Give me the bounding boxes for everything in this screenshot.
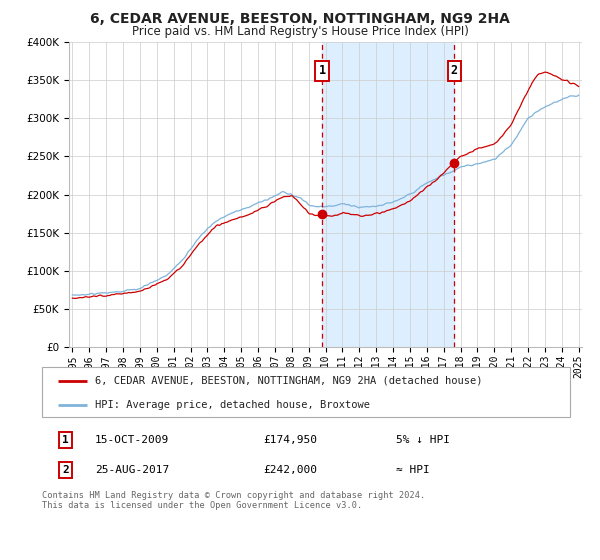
Text: 25-AUG-2017: 25-AUG-2017 [95,465,169,475]
Text: £174,950: £174,950 [264,435,318,445]
Text: Price paid vs. HM Land Registry's House Price Index (HPI): Price paid vs. HM Land Registry's House … [131,25,469,38]
Text: £242,000: £242,000 [264,465,318,475]
Text: 5% ↓ HPI: 5% ↓ HPI [396,435,450,445]
Text: 6, CEDAR AVENUE, BEESTON, NOTTINGHAM, NG9 2HA (detached house): 6, CEDAR AVENUE, BEESTON, NOTTINGHAM, NG… [95,376,482,386]
Text: 2: 2 [451,64,458,77]
Text: 1: 1 [319,64,326,77]
FancyBboxPatch shape [42,367,570,417]
Bar [322,42,454,347]
Text: 1: 1 [62,435,69,445]
Text: HPI: Average price, detached house, Broxtowe: HPI: Average price, detached house, Brox… [95,400,370,409]
Text: 15-OCT-2009: 15-OCT-2009 [95,435,169,445]
Text: 6, CEDAR AVENUE, BEESTON, NOTTINGHAM, NG9 2HA: 6, CEDAR AVENUE, BEESTON, NOTTINGHAM, NG… [90,12,510,26]
Text: ≈ HPI: ≈ HPI [396,465,430,475]
Text: Contains HM Land Registry data © Crown copyright and database right 2024.
This d: Contains HM Land Registry data © Crown c… [42,491,425,510]
Text: 2: 2 [62,465,69,475]
